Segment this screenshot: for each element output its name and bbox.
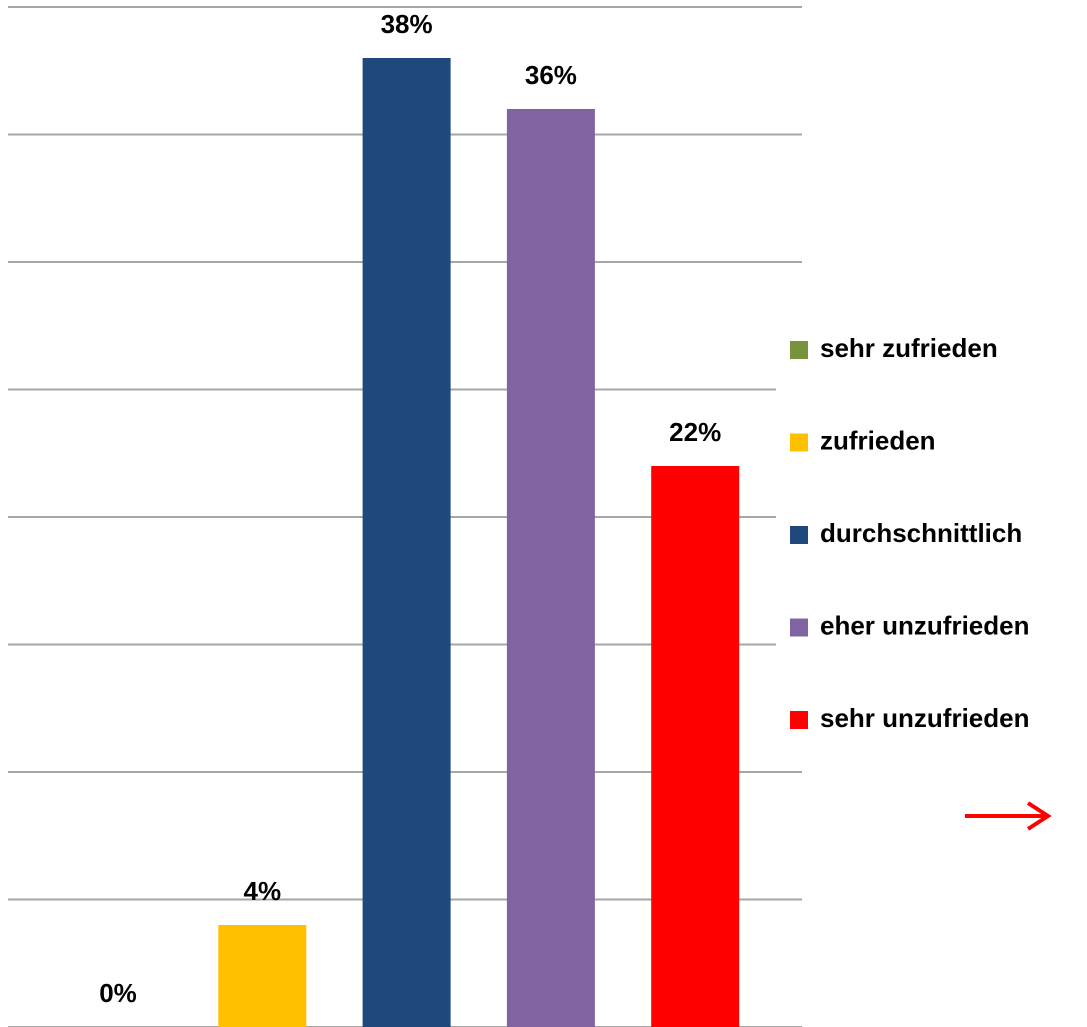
legend-swatch bbox=[790, 526, 808, 544]
data-label: 38% bbox=[381, 9, 433, 39]
legend-label: sehr unzufrieden bbox=[820, 703, 1029, 733]
legend-swatch bbox=[790, 711, 808, 729]
legend-swatch bbox=[790, 433, 808, 452]
data-label: 22% bbox=[669, 417, 721, 447]
legend: sehr zufrieden zufrieden durchschnittlich e… bbox=[790, 333, 1029, 733]
legend-swatch bbox=[790, 618, 808, 637]
arrow-head bbox=[1026, 801, 1052, 831]
bar bbox=[362, 58, 451, 1027]
data-label: 36% bbox=[525, 60, 577, 90]
bar bbox=[506, 109, 595, 1027]
legend-swatch bbox=[790, 341, 808, 359]
arrow bbox=[965, 801, 1052, 831]
data-label: 0% bbox=[99, 978, 137, 1008]
legend-label: eher unzufrieden bbox=[820, 610, 1029, 640]
legend-label: zufrieden bbox=[820, 425, 936, 455]
bar bbox=[218, 925, 307, 1027]
bars: 0% 4% 38% 36% 22% bbox=[99, 9, 740, 1027]
bar bbox=[651, 466, 740, 1027]
legend-label: sehr zufrieden bbox=[820, 333, 998, 363]
data-label: 4% bbox=[244, 876, 282, 906]
legend-label: durchschnittlich bbox=[820, 518, 1022, 548]
legend-background bbox=[776, 320, 1087, 750]
